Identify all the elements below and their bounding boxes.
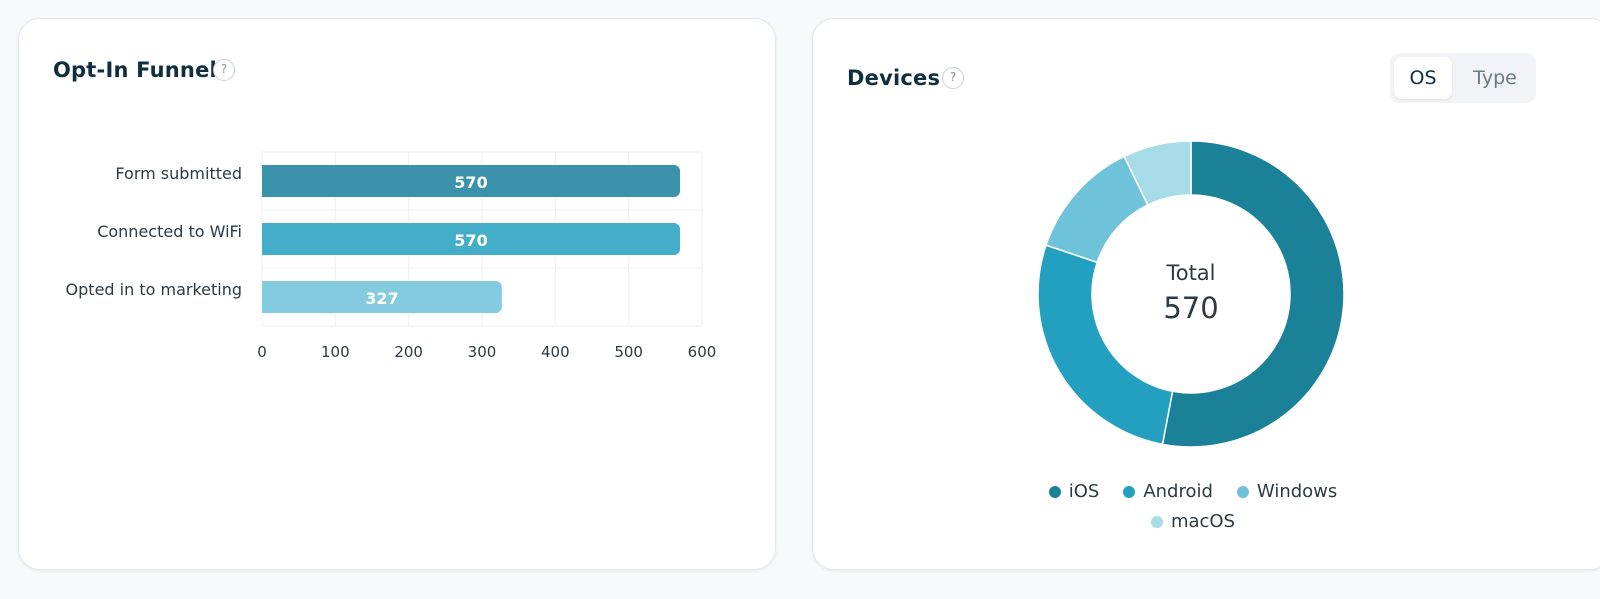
legend-item-ios[interactable]: iOS [1048,477,1100,507]
funnel-bar[interactable] [262,223,680,255]
x-tick-label: 600 [688,343,717,361]
funnel-help-icon[interactable]: ? [213,59,235,81]
donut-slice-macos[interactable] [1123,140,1192,206]
legend-dot-icon [1236,486,1249,498]
bar-category-label: Form submitted [115,164,242,183]
bar-value-label: 570 [454,231,487,250]
opt-in-funnel-card: Opt-In Funnel ? Form submitted 570 Connect… [18,18,776,570]
funnel-bar-chart: Form submitted 570 Connected to WiFi 570 Opt… [66,151,717,361]
legend-label: Android [1143,481,1213,502]
legend-dot-icon [1123,486,1136,498]
funnel-bar[interactable] [262,165,680,197]
donut-slice-ios[interactable] [1161,140,1345,448]
devices-help-icon[interactable]: ? [942,67,964,89]
x-tick-label: 200 [394,343,423,361]
legend-item-android[interactable]: Android [1123,477,1213,507]
x-tick-label: 300 [468,343,497,361]
bar-category-label: Opted in to marketing [66,280,242,299]
x-tick-label: 500 [614,343,643,361]
x-tick-label: 100 [321,343,350,361]
devices-card: Devices ? OS Type Total 570 iOS Android Win… [812,18,1600,570]
funnel-bar-edge [262,223,270,255]
bar-value-label: 570 [454,173,487,192]
legend-dot-icon [1048,486,1061,498]
bar-category-label: Connected to WiFi [97,222,242,241]
legend-item-windows[interactable]: Windows [1236,477,1338,507]
legend-row: iOS Android Windows [973,477,1413,507]
devices-legend: iOS Android Windows macOS [973,477,1413,537]
funnel-bar[interactable] [262,281,502,313]
x-tick-label: 0 [257,343,267,361]
funnel-title: Opt-In Funnel [53,58,217,82]
funnel-bar-edge [262,165,270,197]
funnel-bar-edge [262,281,270,313]
os-type-toggle: OS Type [1390,53,1536,103]
devices-donut-chart: Total 570 [1037,140,1345,448]
legend-label: iOS [1068,481,1100,502]
bar-value-label: 327 [365,289,398,308]
toggle-type-button[interactable]: Type [1473,67,1517,89]
devices-title: Devices [847,66,941,90]
x-tick-label: 400 [541,343,570,361]
legend-row: macOS [973,507,1413,537]
donut-center-label: Total [1165,261,1215,285]
legend-label: macOS [1170,511,1236,532]
legend-label: Windows [1256,481,1338,502]
legend-item-macos[interactable]: macOS [1150,507,1236,537]
toggle-os-button[interactable]: OS [1394,57,1452,99]
legend-dot-icon [1150,516,1163,528]
donut-slice-android[interactable] [1037,244,1174,446]
donut-center-value: 570 [1163,291,1218,325]
